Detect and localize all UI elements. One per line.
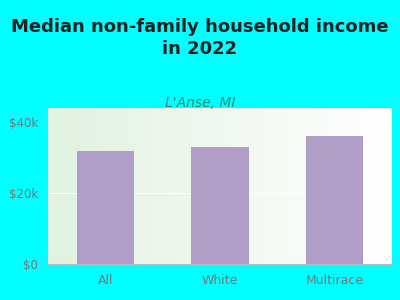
Bar	[77, 151, 134, 264]
Text: Median non-family household income
in 2022: Median non-family household income in 20…	[11, 18, 389, 58]
Text: L'Anse, MI: L'Anse, MI	[165, 96, 235, 110]
Bar	[306, 136, 363, 264]
Bar	[191, 147, 249, 264]
